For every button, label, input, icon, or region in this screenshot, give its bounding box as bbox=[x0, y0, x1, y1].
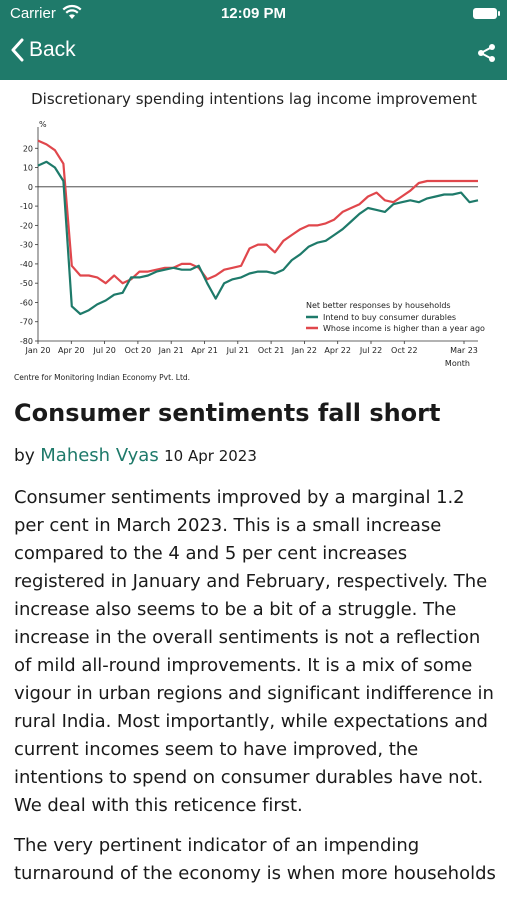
x-tick-label: Oct 20 bbox=[125, 346, 152, 355]
legend-title: Net better responses by households bbox=[306, 301, 451, 310]
consumer-durables-line bbox=[37, 160, 479, 316]
x-tick-label: Apr 21 bbox=[191, 346, 218, 355]
legend-label-consumer-durables: Intend to buy consumer durables bbox=[323, 313, 456, 322]
article: Consumer sentiments fall short by Mahesh… bbox=[14, 396, 499, 888]
x-tick-label: Jul 21 bbox=[226, 346, 249, 355]
y-tick-label: -70 bbox=[20, 318, 33, 327]
y-tick-label: -50 bbox=[20, 279, 33, 288]
chart-source: Centre for Monitoring Indian Economy Pvt… bbox=[14, 373, 190, 382]
income-line bbox=[37, 139, 478, 285]
back-button[interactable]: Back bbox=[10, 38, 76, 62]
chevron-left-icon bbox=[11, 38, 24, 62]
x-axis-label: Month bbox=[445, 359, 470, 368]
x-tick-label: Jan 21 bbox=[158, 346, 184, 355]
wifi-icon bbox=[62, 4, 82, 19]
spending-intentions-chart: Discretionary spending intentions lag in… bbox=[14, 90, 485, 382]
byline: by Mahesh Vyas 10 Apr 2023 bbox=[14, 444, 499, 468]
navigation-bar: Back bbox=[0, 28, 507, 80]
x-tick-label: Jul 22 bbox=[359, 346, 382, 355]
y-tick-label: -20 bbox=[20, 221, 33, 230]
chart-title: Discretionary spending intentions lag in… bbox=[31, 90, 477, 108]
x-tick-label: Jan 20 bbox=[24, 346, 50, 355]
battery-icon bbox=[473, 8, 500, 19]
x-tick-label: Oct 22 bbox=[391, 346, 418, 355]
article-date: 10 Apr 2023 bbox=[164, 447, 257, 465]
y-tick-label: -10 bbox=[20, 202, 33, 211]
y-tick-label: 20 bbox=[23, 144, 33, 153]
chart-legend: Net better responses by households Inten… bbox=[306, 301, 485, 333]
x-tick-label: Apr 20 bbox=[58, 346, 85, 355]
x-tick-label: Jan 22 bbox=[291, 346, 317, 355]
x-tick-label: Apr 22 bbox=[324, 346, 351, 355]
byline-prefix: by bbox=[14, 446, 35, 466]
status-time: 12:09 PM bbox=[220, 5, 287, 22]
x-tick-label: Mar 23 bbox=[450, 346, 478, 355]
x-tick-label: Oct 21 bbox=[258, 346, 285, 355]
y-axis: -80 -70 -60 -50 -40 -30 -20 -10 0 10 20 bbox=[20, 127, 478, 346]
y-axis-unit: % bbox=[39, 120, 47, 129]
chart-lines bbox=[37, 139, 479, 316]
article-paragraph: The very pertinent indicator of an impen… bbox=[14, 835, 496, 884]
back-label: Back bbox=[29, 38, 76, 61]
y-tick-label: -60 bbox=[20, 298, 33, 307]
x-axis: Jan 20 Apr 20 Jul 20 Oct 20 Jan 21 Apr 21 Jul … bbox=[24, 340, 478, 355]
x-tick-label: Jul 20 bbox=[92, 346, 115, 355]
y-tick-label: 10 bbox=[23, 164, 33, 173]
author-link[interactable]: Mahesh Vyas bbox=[40, 445, 159, 466]
article-title: Consumer sentiments fall short bbox=[14, 399, 441, 427]
share-icon[interactable] bbox=[477, 43, 497, 63]
y-tick-label: -30 bbox=[20, 241, 33, 250]
article-paragraph: Consumer sentiments improved by a margin… bbox=[14, 487, 494, 816]
legend-label-income: Whose income is higher than a year ago bbox=[323, 324, 485, 333]
y-tick-label: 0 bbox=[28, 183, 33, 192]
carrier-label: Carrier bbox=[10, 5, 56, 22]
status-bar: Carrier 12:09 PM bbox=[0, 0, 507, 28]
y-tick-label: -80 bbox=[20, 337, 33, 346]
y-tick-label: -40 bbox=[20, 260, 33, 269]
